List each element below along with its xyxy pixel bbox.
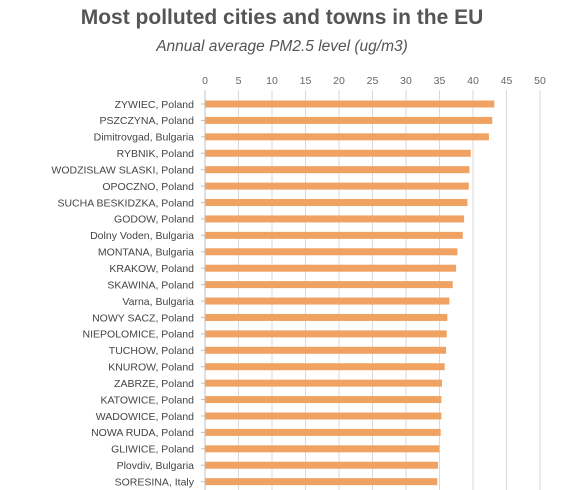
x-tick-label: 15 (300, 75, 312, 87)
category-label: GLIWICE, Poland (111, 444, 194, 456)
bar (205, 428, 441, 436)
category-label: Dolny Voden, Bulgaria (90, 230, 194, 242)
bar (205, 346, 447, 354)
x-tick-label: 30 (400, 75, 412, 87)
category-label: SUCHA BESKIDZKA, Poland (57, 197, 194, 209)
category-label: NOWY SACZ, Poland (92, 312, 194, 324)
bar (205, 248, 458, 256)
chart-title: Most polluted cities and towns in the EU (80, 6, 484, 29)
category-label: ZABRZE, Poland (114, 378, 194, 390)
category-label: NOWA RUDA, Poland (91, 427, 194, 439)
category-label: Dimitrovgad, Bulgaria (94, 132, 195, 144)
x-tick-label: 40 (467, 75, 479, 87)
category-label: WADOWICE, Poland (96, 411, 194, 423)
bar (205, 461, 438, 469)
category-label: RYBNIK, Poland (117, 148, 195, 160)
category-label: PSZCZYNA, Poland (99, 115, 194, 127)
category-label: SORESINA, Italy (115, 476, 195, 488)
bar (205, 330, 447, 338)
bar (205, 166, 470, 174)
category-label: KATOWICE, Poland (100, 394, 194, 406)
bar (205, 297, 450, 305)
category-label: GODOW, Poland (114, 214, 194, 226)
bar (205, 231, 463, 239)
x-tick-label: 0 (202, 75, 208, 87)
category-label: MONTANA, Bulgaria (98, 247, 194, 259)
x-tick-label: 50 (534, 75, 546, 87)
bar (205, 478, 438, 486)
category-label: KRAKOW, Poland (109, 263, 194, 275)
x-tick-label: 45 (501, 75, 513, 87)
category-label: OPOCZNO, Poland (102, 181, 194, 193)
x-tick-label: 5 (236, 75, 242, 87)
bar (205, 412, 442, 420)
bar (205, 100, 495, 108)
x-tick-label: 35 (434, 75, 446, 87)
category-label: SKAWINA, Poland (107, 279, 194, 291)
x-tick-label: 25 (367, 75, 379, 87)
category-label: ZYWIEC, Poland (115, 99, 195, 111)
bar (205, 215, 465, 223)
bar (205, 379, 443, 387)
category-label: TUCHOW, Poland (109, 345, 194, 357)
category-label: Plovdiv, Bulgaria (117, 460, 195, 472)
bar (205, 264, 457, 272)
category-label: WODZISLAW SLASKI, Poland (51, 164, 194, 176)
bar (205, 116, 493, 124)
category-label: Varna, Bulgaria (122, 296, 194, 308)
x-tick-label: 20 (333, 75, 345, 87)
bar (205, 396, 442, 404)
bar (205, 199, 468, 207)
category-label: KNUROW, Poland (108, 362, 194, 374)
bar (205, 133, 489, 141)
x-tick-label: 10 (266, 75, 278, 87)
category-label: NIEPOLOMICE, Poland (83, 329, 195, 341)
bar (205, 313, 448, 321)
chart-subtitle: Annual average PM2.5 level (ug/m3) (156, 38, 408, 55)
bar (205, 445, 440, 453)
bar (205, 281, 453, 289)
bar (205, 182, 469, 190)
bar (205, 149, 471, 157)
bar (205, 363, 445, 371)
